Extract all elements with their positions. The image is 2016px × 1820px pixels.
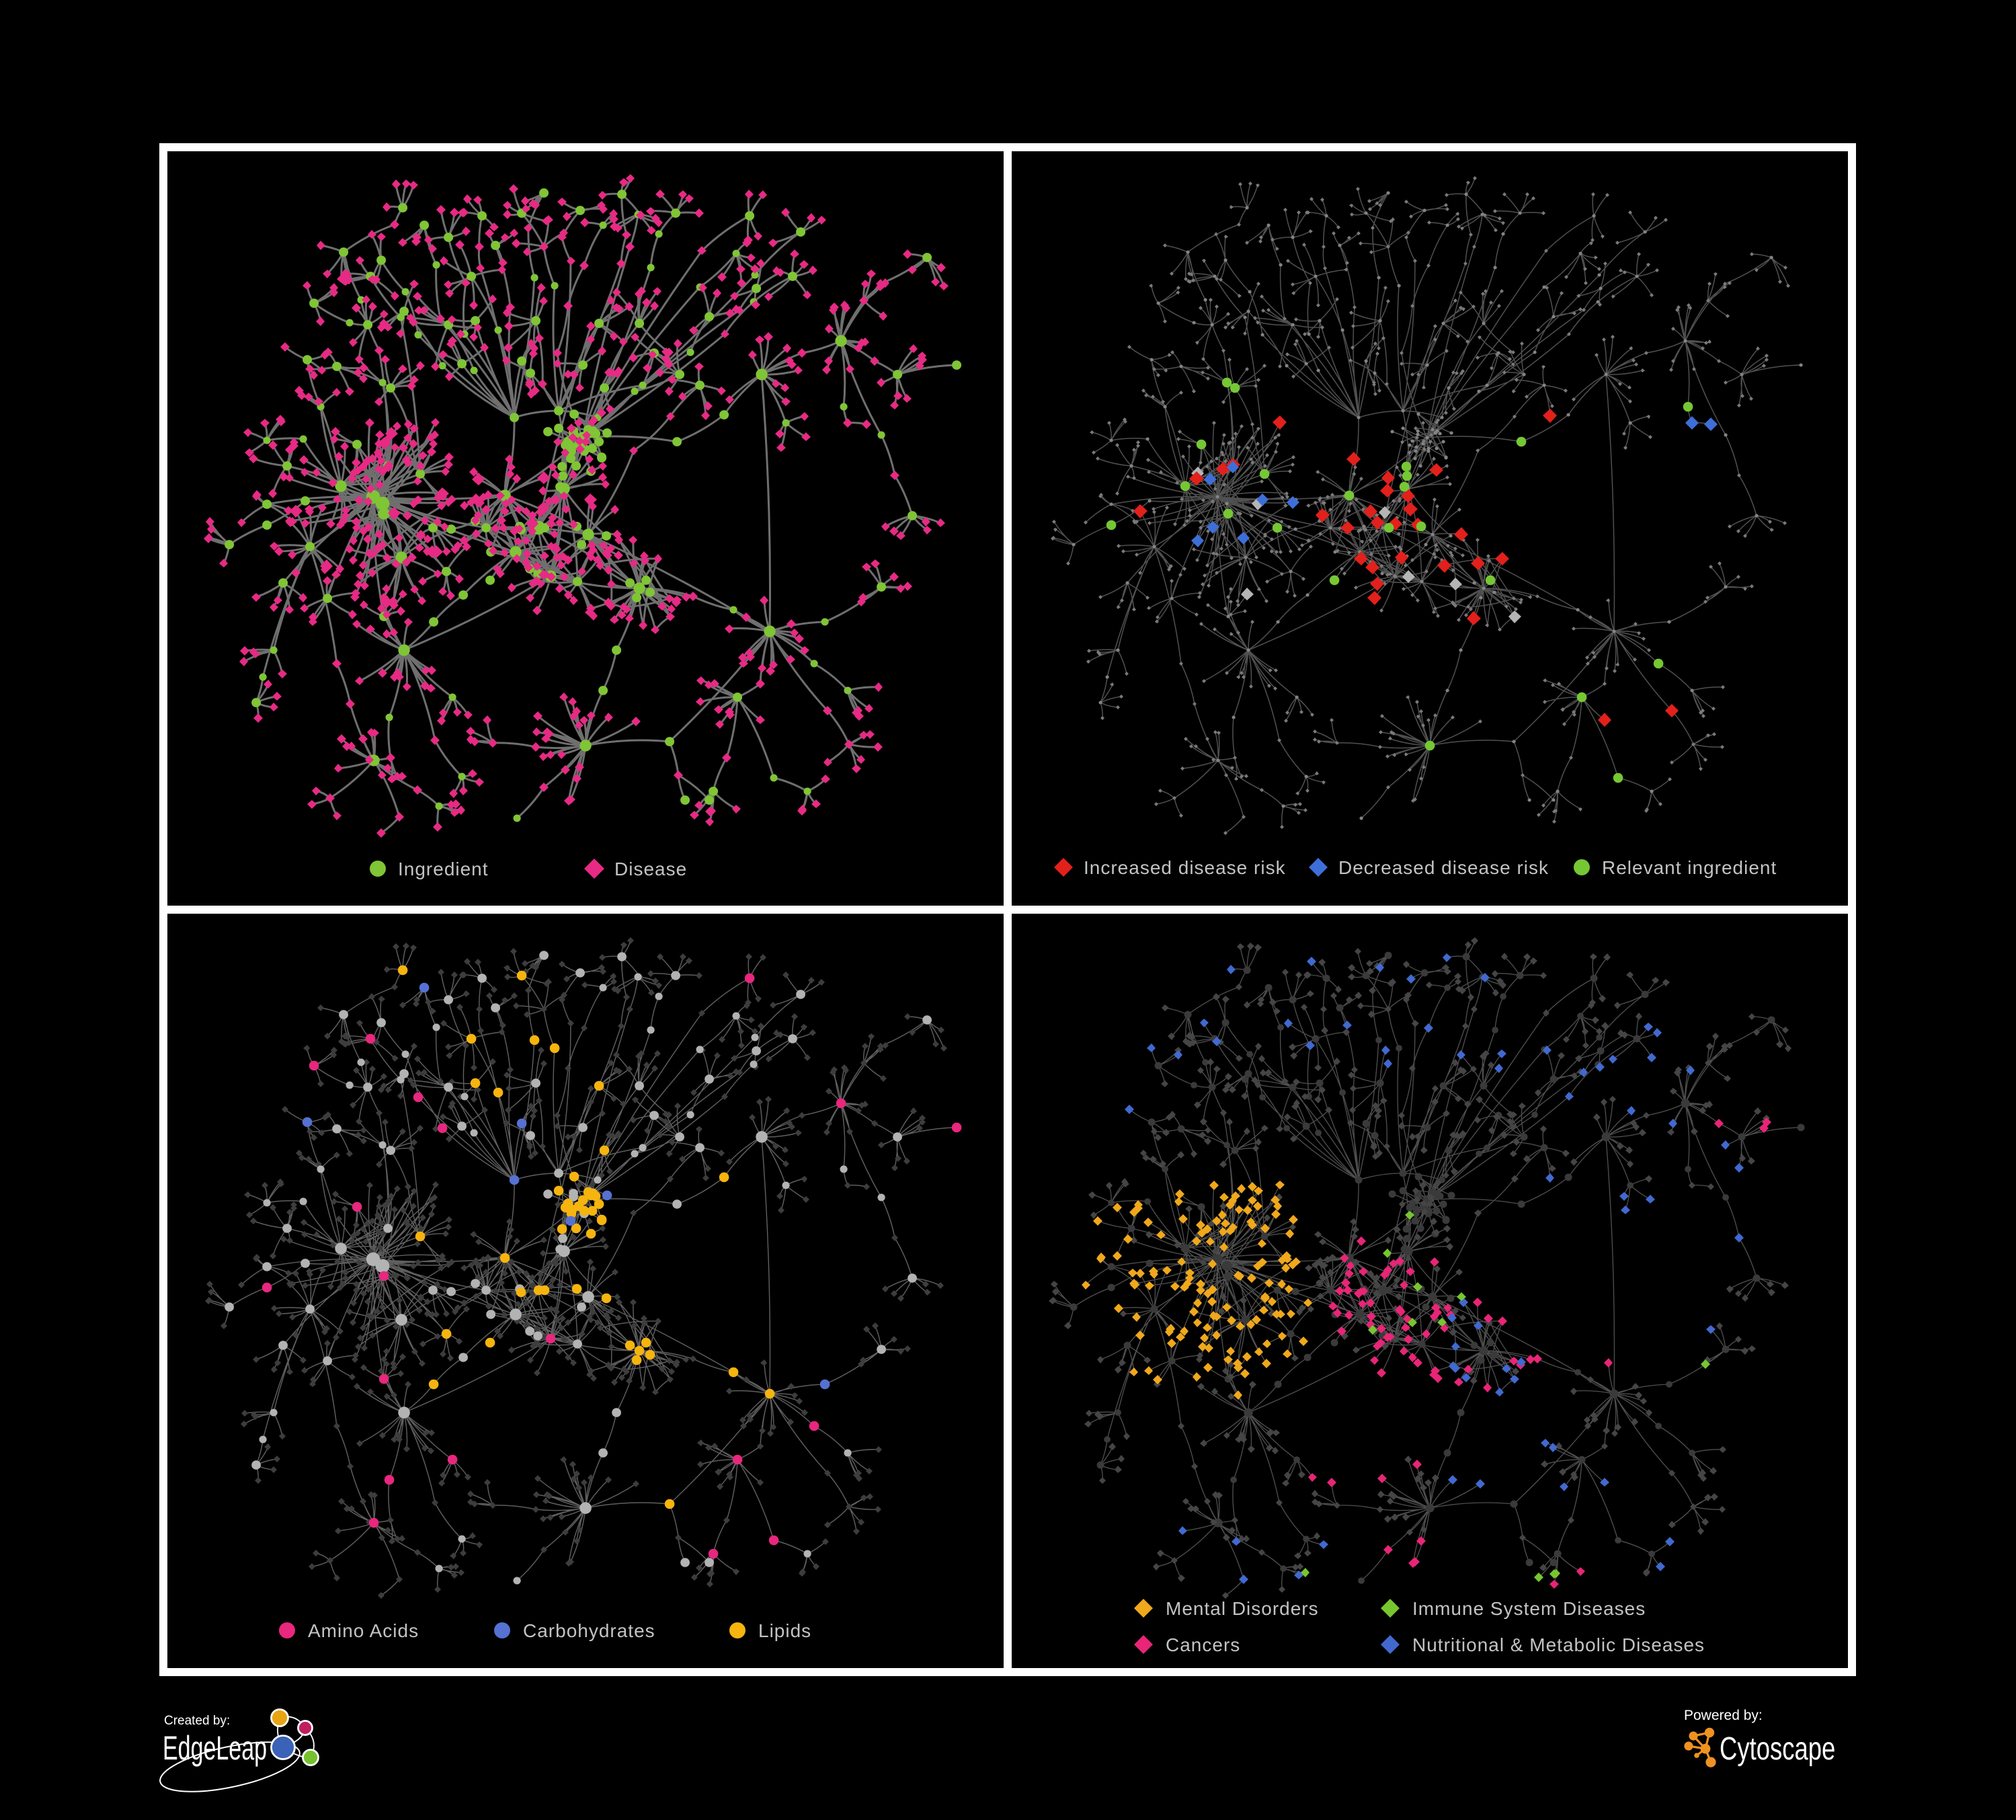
svg-text:Lipids: Lipids bbox=[758, 1620, 811, 1641]
svg-text:Cancers: Cancers bbox=[1166, 1634, 1240, 1655]
svg-text:Created by:: Created by: bbox=[164, 1714, 230, 1728]
svg-text:Cytoscape: Cytoscape bbox=[1720, 1731, 1835, 1767]
svg-text:Relevant ingredient: Relevant ingredient bbox=[1602, 857, 1777, 878]
svg-text:Carbohydrates: Carbohydrates bbox=[523, 1620, 655, 1641]
svg-text:Mental Disorders: Mental Disorders bbox=[1166, 1598, 1319, 1619]
svg-text:Immune System Diseases: Immune System Diseases bbox=[1412, 1598, 1646, 1619]
svg-text:Disease: Disease bbox=[614, 859, 687, 879]
svg-text:EdgeLeap: EdgeLeap bbox=[163, 1730, 267, 1768]
svg-text:Ingredient: Ingredient bbox=[398, 859, 489, 879]
svg-text:Increased disease risk: Increased disease risk bbox=[1084, 857, 1286, 878]
svg-text:Powered by:: Powered by: bbox=[1684, 1708, 1763, 1723]
svg-text:Amino Acids: Amino Acids bbox=[308, 1620, 419, 1641]
svg-text:Nutritional & Metabolic Diseas: Nutritional & Metabolic Diseases bbox=[1412, 1634, 1705, 1655]
svg-text:Decreased disease risk: Decreased disease risk bbox=[1338, 857, 1549, 878]
